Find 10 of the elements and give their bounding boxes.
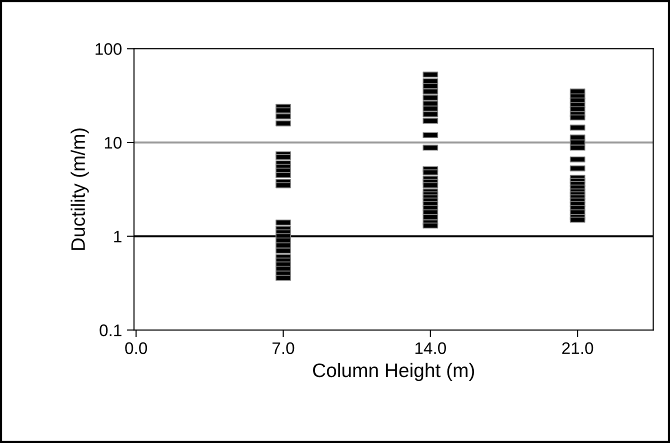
y-tick-label: 100	[96, 43, 122, 55]
y-axis-title: Ductility (m/m)	[70, 128, 89, 250]
x-axis-title: Column Height (m)	[313, 362, 474, 382]
y-tick-label: 0.1	[100, 324, 122, 336]
y-tick-label: 10	[104, 136, 122, 149]
x-tick-label: 7.0	[272, 342, 294, 354]
x-tick-label: 14.0	[415, 342, 446, 354]
y-tick-label: 1	[114, 230, 122, 242]
x-tick-label: 21.0	[562, 342, 594, 354]
x-tick-label: 0.0	[125, 342, 148, 354]
